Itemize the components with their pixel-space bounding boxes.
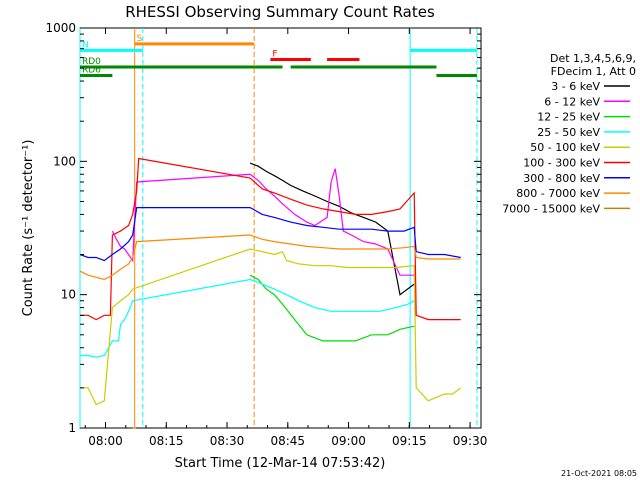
x-tick-label: 08:15: [149, 434, 184, 448]
series-line-50-100-kev: [80, 248, 462, 406]
y-axis-label: Count Rate (s⁻¹ detector⁻¹): [21, 140, 36, 317]
series-lines: [79, 157, 462, 429]
x-tick-label: 09:00: [331, 434, 366, 448]
legend-label-3-6-kev: 3 - 6 keV: [551, 80, 600, 93]
legend-label-100-300-kev: 100 - 300 keV: [523, 157, 600, 170]
state-bar-label-f: F: [272, 50, 277, 60]
legend-label-12-25-kev: 12 - 25 keV: [537, 111, 600, 124]
x-tick-label: 09:30: [453, 434, 488, 448]
x-tick-label: 08:30: [210, 434, 245, 448]
x-tick-label: 09:15: [392, 434, 427, 448]
y-tick-label: 1: [68, 421, 76, 435]
x-tick-label: 08:00: [88, 434, 123, 448]
series-line-300-800-kev: [79, 207, 461, 262]
legend-label-300-800-kev: 300 - 800 keV: [523, 172, 600, 185]
y-tick-label: 100: [53, 154, 76, 168]
legend-label-6-12-kev: 6 - 12 keV: [544, 95, 600, 108]
legend: Det 1,3,4,5,6,9,FDecim 1, Att 0 3 - 6 keV…: [502, 52, 636, 215]
legend-label-7000-15000-kev: 7000 - 15000 keV: [502, 202, 600, 215]
series-line-800-7000-kev: [79, 234, 461, 281]
x-axis-label: Start Time (12-Mar-14 07:53:42): [175, 456, 386, 471]
x-tick-label: 08:45: [270, 434, 305, 448]
state-bar-label-n: N: [82, 40, 89, 50]
state-bar-label-rd6: RD6: [82, 66, 101, 76]
y-tick-label: 10: [61, 288, 76, 302]
y-tick-label: 1000: [45, 21, 76, 35]
legend-label-50-100-kev: 50 - 100 keV: [530, 141, 600, 154]
state-bar-label-s: S: [137, 34, 143, 44]
timestamp: 21-Oct-2021 08:05: [561, 469, 637, 478]
series-line-25-50-kev: [80, 278, 415, 358]
chart-title: RHESSI Observing Summary Count Rates: [125, 3, 435, 21]
plot-frame: [79, 27, 482, 429]
state-bar-label-rd0: RD0: [82, 57, 101, 67]
series-line-3-6-kev: [249, 162, 415, 296]
legend-header-line: Det 1,3,4,5,6,9,: [550, 52, 636, 65]
series-line-12-25-kev: [249, 274, 415, 342]
series-line-6-12-kev: [111, 168, 415, 276]
axis-ticks: 08:00 08:15 08:30 08:45 09:00 09:15 09:30 1 10 10…: [45, 21, 487, 448]
legend-header-line: FDecim 1, Att 0: [551, 65, 636, 78]
legend-label-800-7000-kev: 800 - 7000 keV: [516, 187, 600, 200]
series-line-100-300-kev: [80, 157, 461, 321]
vertical-markers: [79, 28, 478, 428]
legend-label-25-50-kev: 25 - 50 keV: [537, 126, 600, 139]
